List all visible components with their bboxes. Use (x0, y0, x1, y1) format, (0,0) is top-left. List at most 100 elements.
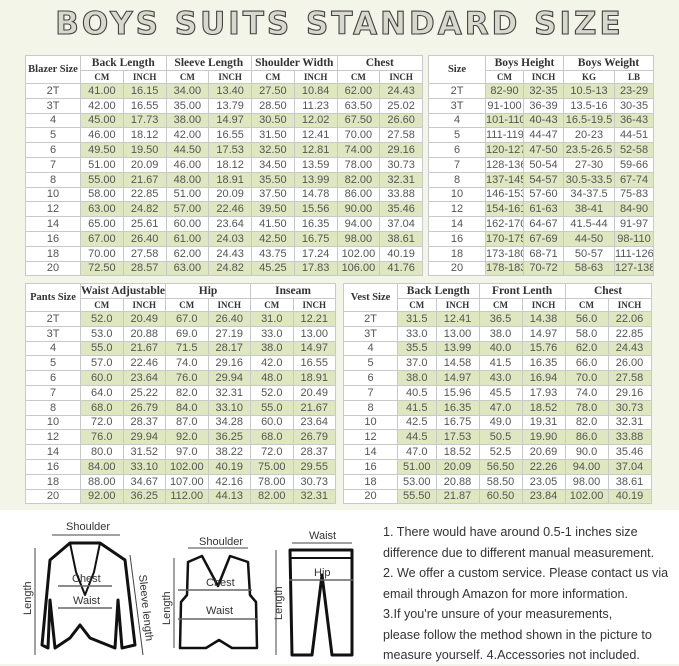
value-cell: 31.0 (250, 311, 294, 327)
size-cell: 7 (25, 384, 81, 401)
value-cell: 120-127 (485, 142, 524, 158)
value-cell: 60.0 (250, 414, 294, 431)
value-cell: 41.5 (478, 355, 523, 372)
size-cell: 5 (428, 127, 486, 144)
value-cell: 78.00 (336, 156, 381, 173)
value-cell: 34.00 (165, 83, 210, 99)
value-cell: 75.00 (250, 458, 294, 475)
value-cell: 98.00 (564, 473, 609, 490)
value-cell: 23.64 (122, 370, 167, 386)
table-row: 7 40.5 15.96 45.5 17.93 74.0 29.16 (343, 384, 652, 401)
table-row: 6 49.50 19.50 44.50 17.53 32.50 12.81 74.00 29.1… (25, 142, 424, 158)
size-cell: 18 (25, 473, 81, 490)
value-cell: 58-63 (563, 260, 615, 277)
value-cell: 42.5 (397, 414, 437, 431)
value-cell: 10.84 (293, 83, 338, 99)
size-cell: 10 (25, 414, 81, 431)
value-cell: 16.35 (293, 216, 338, 232)
size-cell: 12 (25, 429, 81, 446)
note-line: measure yourself. 4.Accessories not incl… (383, 648, 640, 662)
value-cell: 24.82 (208, 260, 253, 277)
value-cell: 41.5 (397, 399, 437, 416)
size-cell: 18 (343, 473, 398, 490)
value-cell: 102.00 (564, 488, 609, 505)
value-cell: 44.13 (207, 488, 252, 505)
value-cell: 38.61 (607, 473, 652, 490)
value-cell: 20.49 (122, 311, 167, 327)
size-cell: 4 (343, 340, 398, 357)
value-cell: 94.00 (336, 216, 381, 232)
size-cell: 8 (343, 399, 398, 416)
value-cell: 91-100 (485, 97, 524, 114)
value-cell: 44-51 (613, 127, 655, 144)
note-line: difference due to different manual measu… (383, 545, 655, 560)
size-cell: 16 (25, 230, 81, 247)
size-cell: 20 (343, 488, 398, 505)
vest-waist-label: Waist (206, 605, 233, 617)
value-cell: 32.31 (379, 171, 424, 188)
size-cell: 14 (343, 444, 398, 460)
value-cell: 56.0 (564, 311, 609, 327)
value-cell: 26.79 (122, 399, 167, 416)
value-cell: 32.31 (607, 414, 652, 431)
value-cell: 64.0 (80, 384, 124, 401)
value-cell: 20.88 (122, 325, 167, 342)
value-cell: 23.05 (521, 473, 566, 490)
value-cell: 15.76 (521, 340, 566, 357)
value-cell: 18.52 (435, 444, 480, 460)
unit-header: INCH (379, 70, 424, 84)
vest-size-table: Vest Size Back Length Front Lenth Chest CM IN… (343, 283, 652, 505)
column-group-header: Chest (564, 283, 652, 299)
note-line: please follow the method shown in the pi… (383, 627, 652, 642)
size-cell: 10 (25, 186, 81, 203)
value-cell: 14.78 (293, 186, 338, 203)
value-cell: 29.16 (379, 142, 424, 158)
unit-header: CM (485, 70, 524, 84)
value-cell: 30.50 (251, 112, 295, 129)
value-cell: 20.09 (435, 458, 480, 475)
value-cell: 40.19 (207, 458, 252, 475)
size-header: Size (428, 55, 486, 84)
table-row: 5 57.0 22.46 74.0 29.16 42.0 16.55 (25, 355, 337, 372)
value-cell: 13.99 (293, 171, 338, 188)
value-cell: 18.12 (208, 156, 253, 173)
value-cell: 26.00 (607, 355, 652, 372)
size-notes: 1. There would have around 0.5-1 inches … (383, 522, 675, 666)
vest-diagram (173, 547, 259, 650)
value-cell: 53.0 (80, 325, 124, 342)
value-cell: 40.19 (607, 488, 652, 505)
value-cell: 76.0 (80, 429, 124, 446)
value-cell: 57-60 (523, 186, 564, 203)
vest-length-label: Length (161, 591, 173, 625)
value-cell: 90.00 (336, 201, 381, 218)
value-cell: 38.22 (207, 444, 252, 460)
value-cell: 52.0 (80, 311, 124, 327)
value-cell: 14.97 (292, 340, 337, 357)
value-cell: 20.88 (435, 473, 480, 490)
table-row: 12 154-161 61-63 38-41 84-90 (428, 201, 655, 218)
value-cell: 31.50 (251, 127, 295, 144)
unit-header: LB (613, 70, 655, 84)
pants-diagram (275, 542, 354, 657)
column-group-header: Back Length (397, 283, 480, 299)
value-cell: 63.50 (336, 97, 381, 114)
column-group-header: Boys Weight (562, 55, 655, 71)
unit-header: CM (250, 298, 294, 312)
table-row: 18 173-180 68-71 50-57 111-126 (428, 245, 655, 262)
value-cell: 67-69 (523, 230, 564, 247)
value-cell: 30.5-33.5 (563, 171, 615, 188)
table-row: 8 137-145 54-57 30.5-33.5 67-74 (428, 171, 655, 188)
value-cell: 13.99 (435, 340, 480, 357)
value-cell: 69.0 (165, 325, 209, 342)
value-cell: 45.5 (478, 384, 523, 401)
value-cell: 127-138 (613, 260, 655, 277)
note-line: 3.If you're unsure of your measurements, (383, 607, 613, 621)
value-cell: 82.0 (564, 414, 609, 431)
value-cell: 33.0 (397, 325, 437, 342)
size-cell: 18 (25, 245, 81, 262)
value-cell: 16.5-19.5 (563, 112, 615, 129)
unit-header: CM (165, 70, 210, 84)
value-cell: 55.00 (80, 171, 124, 188)
value-cell: 27.50 (251, 83, 295, 99)
value-cell: 27.58 (122, 245, 167, 262)
